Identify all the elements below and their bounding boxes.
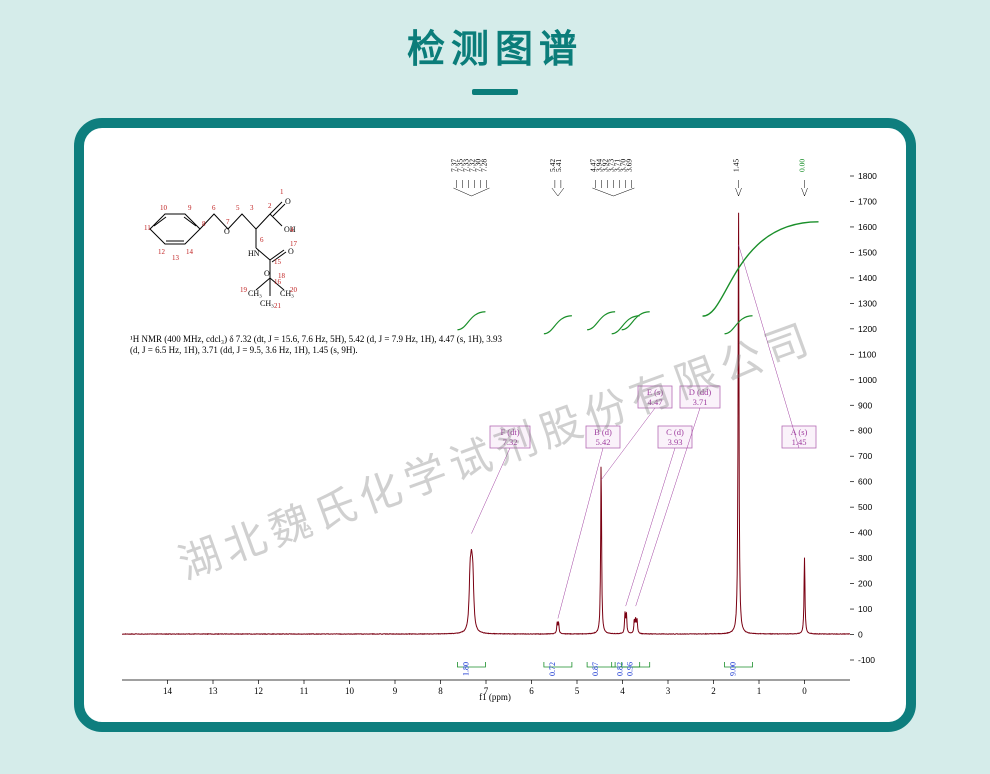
svg-text:7.32: 7.32 xyxy=(503,437,518,447)
nmr-description: ¹H NMR (400 MHz, cdcl₃) δ 7.32 (dt, J = … xyxy=(130,334,550,357)
svg-text:700: 700 xyxy=(858,451,872,461)
svg-text:12: 12 xyxy=(158,248,166,256)
svg-text:3.71: 3.71 xyxy=(693,397,708,407)
svg-text:2: 2 xyxy=(268,202,272,210)
svg-text:0: 0 xyxy=(858,630,863,640)
svg-text:200: 200 xyxy=(858,579,872,589)
svg-text:0.82: 0.82 xyxy=(616,662,625,676)
svg-text:4: 4 xyxy=(290,226,294,234)
page-title: 检测图谱 xyxy=(0,18,990,73)
svg-text:D (dd): D (dd) xyxy=(689,387,712,397)
svg-text:5.42: 5.42 xyxy=(596,437,611,447)
svg-text:O: O xyxy=(224,227,230,236)
svg-text:1700: 1700 xyxy=(858,196,877,206)
svg-text:5.41: 5.41 xyxy=(554,159,563,172)
svg-text:1200: 1200 xyxy=(858,324,877,334)
spectrum-frame: O O OH HN O O CH₃ CH₃ CH₃ 109 118 1214 1… xyxy=(74,118,916,732)
svg-text:1400: 1400 xyxy=(858,273,877,283)
svg-text:O: O xyxy=(285,197,291,206)
svg-text:14: 14 xyxy=(186,248,194,256)
svg-text:100: 100 xyxy=(858,604,872,614)
svg-text:HN: HN xyxy=(248,249,260,258)
svg-text:400: 400 xyxy=(858,528,872,538)
chemical-structure: O O OH HN O O CH₃ CH₃ CH₃ 109 118 1214 1… xyxy=(130,164,340,314)
svg-text:1800: 1800 xyxy=(858,171,877,181)
svg-text:CH₃: CH₃ xyxy=(248,289,262,298)
svg-text:1500: 1500 xyxy=(858,247,877,257)
svg-text:F (dt): F (dt) xyxy=(500,427,519,437)
svg-text:8: 8 xyxy=(202,220,206,228)
nmr-desc-line2: (d, J = 6.5 Hz, 1H), 3.71 (dd, J = 9.5, … xyxy=(130,345,550,356)
svg-text:3.93: 3.93 xyxy=(668,437,683,447)
svg-text:19: 19 xyxy=(240,286,248,294)
svg-text:E (s): E (s) xyxy=(647,387,663,397)
svg-text:0.72: 0.72 xyxy=(548,662,557,676)
svg-text:7: 7 xyxy=(226,218,230,226)
svg-text:21: 21 xyxy=(274,302,282,310)
svg-text:1600: 1600 xyxy=(858,222,877,232)
svg-text:11: 11 xyxy=(144,224,151,232)
svg-text:9: 9 xyxy=(188,204,192,212)
svg-text:5: 5 xyxy=(236,204,240,212)
svg-text:B (d): B (d) xyxy=(594,427,612,437)
svg-text:1300: 1300 xyxy=(858,298,877,308)
svg-text:7.28: 7.28 xyxy=(479,159,488,172)
svg-text:3: 3 xyxy=(250,204,254,212)
svg-text:13: 13 xyxy=(172,254,180,262)
svg-text:6: 6 xyxy=(212,204,216,212)
svg-text:-100: -100 xyxy=(858,655,875,665)
svg-text:3.69: 3.69 xyxy=(624,159,633,172)
svg-text:O: O xyxy=(288,247,294,256)
svg-text:10: 10 xyxy=(160,204,168,212)
svg-text:0.87: 0.87 xyxy=(591,662,600,676)
svg-text:17: 17 xyxy=(290,240,298,248)
svg-text:1000: 1000 xyxy=(858,375,877,385)
plot-container: O O OH HN O O CH₃ CH₃ CH₃ 109 118 1214 1… xyxy=(102,146,888,706)
svg-text:20: 20 xyxy=(290,286,298,294)
svg-text:15: 15 xyxy=(274,258,282,266)
svg-text:CH₃: CH₃ xyxy=(260,299,274,308)
svg-text:0.00: 0.00 xyxy=(798,159,807,172)
svg-text:C (d): C (d) xyxy=(666,427,684,437)
svg-text:500: 500 xyxy=(858,502,872,512)
svg-text:1100: 1100 xyxy=(858,349,877,359)
svg-text:300: 300 xyxy=(858,553,872,563)
svg-text:600: 600 xyxy=(858,477,872,487)
svg-text:1.80: 1.80 xyxy=(461,662,470,676)
svg-text:800: 800 xyxy=(858,426,872,436)
x-axis-label: f1 (ppm) xyxy=(102,692,888,702)
svg-text:1.45: 1.45 xyxy=(732,159,741,172)
svg-text:1: 1 xyxy=(280,188,284,196)
title-underline xyxy=(472,89,518,95)
svg-text:0.96: 0.96 xyxy=(626,662,635,676)
svg-text:4.47: 4.47 xyxy=(648,397,663,407)
svg-text:900: 900 xyxy=(858,400,872,410)
svg-text:9.00: 9.00 xyxy=(729,662,738,676)
header: 检测图谱 xyxy=(0,0,990,95)
svg-text:O: O xyxy=(264,269,270,278)
svg-text:18: 18 xyxy=(278,272,286,280)
svg-text:6: 6 xyxy=(260,236,264,244)
svg-text:1.45: 1.45 xyxy=(792,437,807,447)
nmr-desc-line1: ¹H NMR (400 MHz, cdcl₃) δ 7.32 (dt, J = … xyxy=(130,334,550,345)
